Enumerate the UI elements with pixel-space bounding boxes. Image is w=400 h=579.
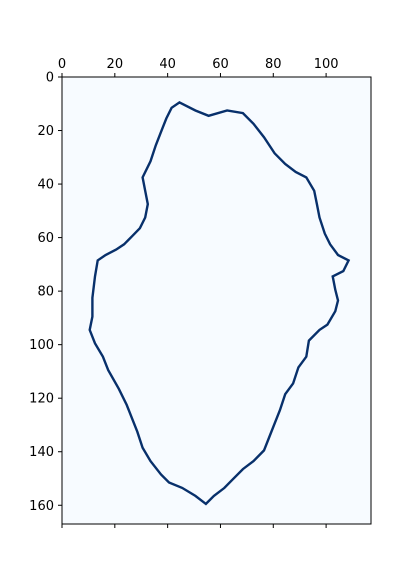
x-tick-label-5: 100 bbox=[314, 57, 339, 72]
y-tick-label-4: 80 bbox=[37, 285, 54, 300]
x-tick-label-4: 80 bbox=[265, 57, 282, 72]
y-tick-label-2: 40 bbox=[37, 178, 54, 193]
y-tick-label-3: 60 bbox=[37, 231, 54, 246]
plot-area bbox=[62, 77, 371, 524]
x-tick-label-0: 0 bbox=[58, 57, 66, 72]
y-tick-label-0: 0 bbox=[46, 71, 54, 86]
y-tick-label-5: 100 bbox=[29, 338, 54, 353]
axes-group: 0 20 40 60 80 100 0 20 40 60 80 100 120 140 160 bbox=[29, 57, 339, 528]
x-tick-label-1: 20 bbox=[107, 57, 124, 72]
plot-frame bbox=[61, 76, 372, 525]
x-tick-label-3: 60 bbox=[212, 57, 229, 72]
y-tick-label-8: 160 bbox=[29, 499, 54, 514]
y-tick-label-7: 140 bbox=[29, 445, 54, 460]
mask-outline-group bbox=[88, 101, 351, 506]
x-tick-label-2: 40 bbox=[159, 57, 176, 72]
mask-outline bbox=[88, 101, 351, 506]
y-tick-label-6: 120 bbox=[29, 392, 54, 407]
y-tick-label-1: 20 bbox=[37, 124, 54, 139]
